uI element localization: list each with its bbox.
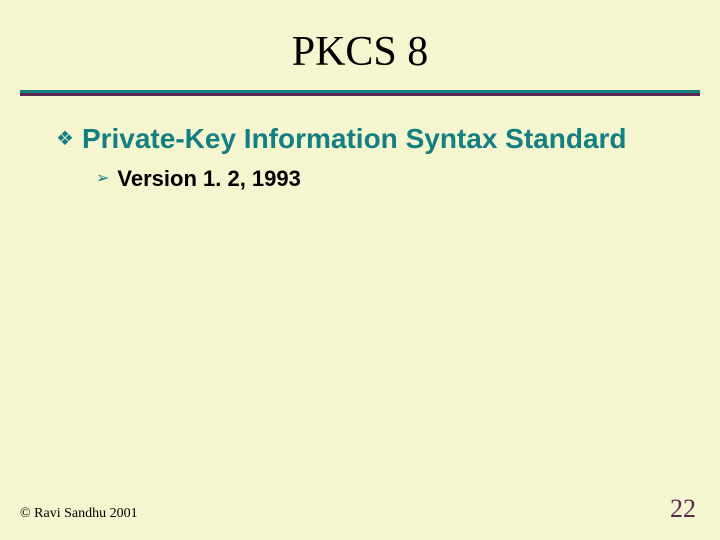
slide-container: PKCS 8 ❖ Private-Key Information Syntax …	[0, 0, 720, 540]
bullet-level1: ❖ Private-Key Information Syntax Standar…	[56, 122, 720, 156]
divider-rule	[20, 90, 700, 96]
footer-copyright: © Ravi Sandhu 2001	[20, 506, 138, 522]
content-area: ❖ Private-Key Information Syntax Standar…	[0, 96, 720, 192]
bullet-level2: ➢ Version 1. 2, 1993	[56, 166, 720, 192]
divider-line-bottom	[20, 93, 700, 96]
level2-text: Version 1. 2, 1993	[117, 166, 300, 192]
arrow-bullet-icon: ➢	[96, 166, 109, 192]
level1-text: Private-Key Information Syntax Standard	[82, 122, 627, 156]
slide-title: PKCS 8	[0, 0, 720, 90]
diamond-bullet-icon: ❖	[56, 122, 74, 156]
footer-page-number: 22	[670, 494, 696, 524]
